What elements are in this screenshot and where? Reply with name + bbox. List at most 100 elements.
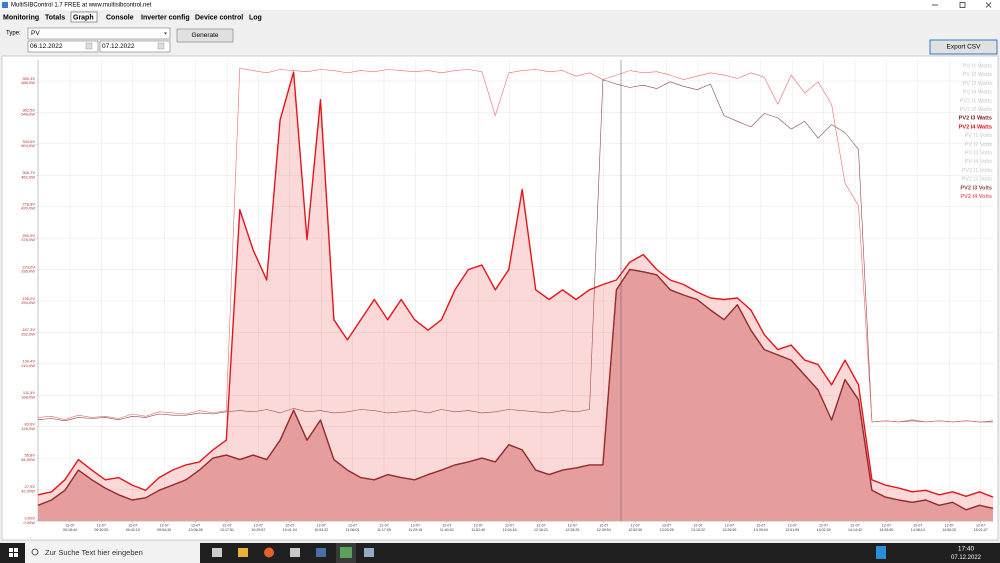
title-bar (0, 0, 1000, 10)
legend-entry[interactable]: PV I3 Volts (965, 150, 993, 156)
legend-entry[interactable]: PV I4 Watts (963, 90, 993, 96)
type-value[interactable]: PV (31, 30, 40, 37)
legend-entry[interactable]: PV2 I4 Volts (960, 194, 992, 200)
x-tick-time: 11:52:49 (471, 528, 485, 532)
legend-entry[interactable]: PV I1 Volts (965, 133, 993, 139)
x-tick-time: 10:41:24 (283, 528, 297, 532)
legend-entry[interactable]: PV2 I1 Volts (962, 168, 993, 174)
window-buttons[interactable] (932, 2, 992, 8)
x-tick-time: 09:30:50 (94, 528, 108, 532)
x-tick-time: 12:52:00 (628, 528, 642, 532)
x-tick-date: 12-07 (819, 523, 828, 527)
menu-item[interactable]: Console (106, 14, 134, 21)
y-tick-label: 210,0W (21, 363, 35, 368)
close[interactable] (985, 2, 992, 8)
x-tick-time: 14:02:39 (817, 528, 831, 532)
menu-item[interactable]: Device control (195, 14, 243, 21)
calendar-icon[interactable] (157, 42, 165, 50)
legend-entry[interactable]: PV I3 Watts (963, 81, 993, 87)
start-button[interactable] (9, 548, 18, 557)
menu-item[interactable]: Totals (45, 14, 65, 21)
y-tick-label: 546,0W (21, 111, 35, 116)
menu-item[interactable]: Inverter config (141, 14, 190, 21)
taskbar-app[interactable] (364, 548, 374, 557)
x-tick-date: 12-07 (222, 523, 231, 527)
x-tick-date: 12-07 (693, 523, 702, 527)
x-tick-date: 12-07 (568, 523, 577, 527)
x-tick-date: 12-07 (725, 523, 734, 527)
clock-date[interactable]: 07.12.2022 (951, 555, 982, 561)
y-tick-label: 420,0W (21, 206, 35, 211)
series-line (37, 79, 993, 423)
export-label[interactable]: Export CSV (947, 44, 982, 51)
x-tick-time: 14:26:50 (879, 528, 893, 532)
x-tick-time: 13:39:04 (754, 528, 768, 532)
legend-entry[interactable]: PV I2 Watts (963, 72, 993, 78)
x-tick-time: 11:40:42 (440, 528, 454, 532)
search-placeholder[interactable]: Zur Suche Text hier eingeben (45, 548, 143, 557)
taskbar-app[interactable] (238, 548, 248, 557)
y-tick-label: 252,0W (21, 331, 35, 336)
dropdown-arrow (164, 32, 167, 35)
taskbar-app[interactable] (340, 547, 352, 558)
legend-entry[interactable]: PV I4 Volts (965, 159, 993, 165)
legend-entry[interactable]: PV2 I3 Watts (959, 116, 992, 122)
x-tick-date: 12-07 (536, 523, 545, 527)
taskbar-app[interactable] (290, 548, 300, 557)
x-tick-time: 10:06:26 (189, 528, 203, 532)
legend-entry[interactable]: PV2 I2 Watts (960, 107, 993, 113)
app-icon (2, 2, 8, 8)
y2-tick-label: 0,00V (25, 516, 36, 521)
generate-label[interactable]: Generate (191, 32, 218, 39)
menu-item[interactable]: Graph (73, 14, 94, 21)
export-button[interactable] (929, 39, 998, 55)
search-box[interactable] (25, 543, 200, 563)
x-tick-date: 12-07 (285, 523, 294, 527)
x-tick-time: 10:29:57 (251, 528, 265, 532)
date-from-text[interactable]: 06.12.2022 (30, 43, 63, 50)
legend-entry[interactable]: PV2 I4 Watts (959, 124, 992, 130)
x-tick-time: 11:06:01 (346, 528, 360, 532)
window-title: MultiSIBControl 1.7 FREE at www.multisib… (11, 3, 152, 9)
taskbar-app[interactable] (212, 548, 222, 557)
y2-tick-label: 362,5V (22, 107, 35, 112)
taskbar-app[interactable] (316, 548, 326, 557)
legend-entry[interactable]: PV I1 Watts (963, 63, 993, 69)
date-from[interactable] (27, 40, 99, 53)
y-tick-label: 462,0W (21, 174, 35, 179)
generate-button[interactable] (176, 28, 234, 43)
series-area (38, 269, 993, 521)
date-to[interactable] (99, 40, 171, 53)
type-select[interactable] (27, 27, 171, 40)
maximize[interactable] (959, 2, 966, 8)
clock-time[interactable]: 17:40 (958, 546, 975, 553)
x-tick-date: 12-07 (850, 523, 859, 527)
legend-entry[interactable]: PV I2 Volts (965, 142, 993, 148)
y2-tick-label: 111,5V (23, 390, 35, 395)
y-tick-label: 126,0W (21, 426, 35, 431)
legend-entry[interactable]: PV2 I3 Volts (960, 185, 992, 191)
date-to-text[interactable]: 07.12.2022 (102, 43, 135, 50)
y2-tick-label: 167,3V (22, 327, 35, 332)
type-label: Type: (6, 31, 21, 37)
x-tick-date: 12-07 (97, 523, 106, 527)
y-tick-label: 504,0W (21, 143, 35, 148)
y-tick-label: 588,0W (21, 80, 35, 85)
legend-entry[interactable]: PV2 I2 Volts (962, 177, 993, 183)
menu-tab-active[interactable] (70, 11, 98, 23)
x-tick-date: 12-07 (474, 523, 483, 527)
x-tick-time: 10:17:51 (220, 528, 234, 532)
x-tick-date: 12-07 (599, 523, 608, 527)
tray-icon[interactable] (876, 546, 886, 559)
x-tick-time: 13:03:28 (660, 528, 674, 532)
x-tick-date: 12-07 (411, 523, 420, 527)
taskbar-app[interactable] (264, 547, 274, 558)
x-tick-date: 12-07 (631, 523, 640, 527)
x-tick-date: 12-07 (976, 523, 985, 527)
legend-entry[interactable]: PV2 I1 Watts (960, 98, 993, 104)
menu-item[interactable]: Monitoring (3, 14, 39, 21)
calendar-icon[interactable] (85, 42, 93, 50)
menu-item[interactable]: Log (249, 14, 262, 21)
